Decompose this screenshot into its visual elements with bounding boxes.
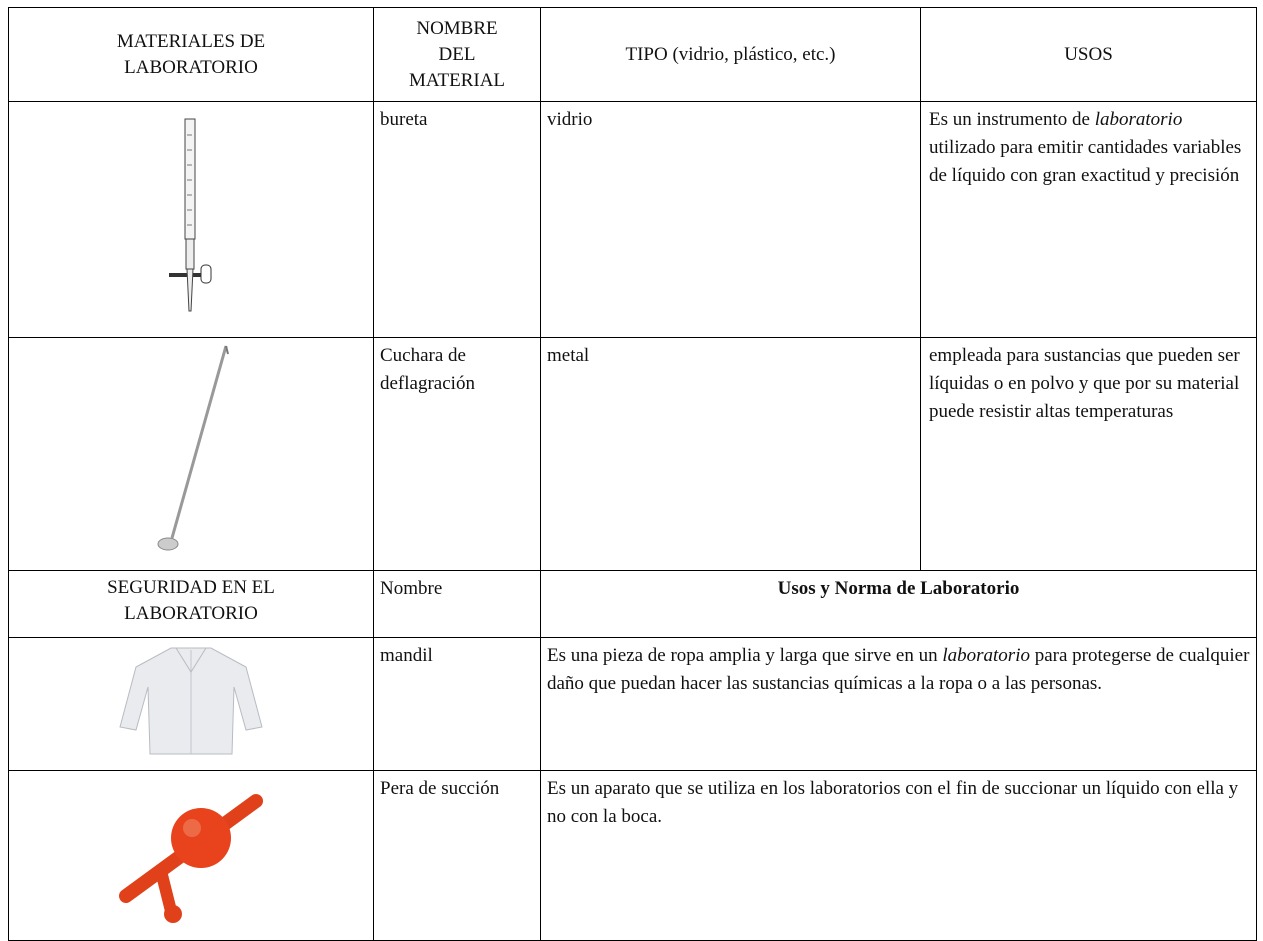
- uses-cell: empleada para sustancias que pueden ser …: [920, 337, 1257, 571]
- header-text: USOS: [1064, 43, 1113, 65]
- header-cell: MATERIALES DE LABORATORIO: [8, 7, 374, 102]
- name-cell: Pera de succión: [373, 770, 541, 941]
- uses-header: Usos y Norma de Laboratorio: [540, 570, 1257, 638]
- bulb-icon: [119, 794, 263, 923]
- image-cell: [8, 101, 374, 338]
- uses-cell: Es un aparato que se utiliza en los labo…: [540, 770, 1257, 941]
- section-title: SEGURIDAD EN EL LABORATORIO: [8, 570, 374, 638]
- name-cell: mandil: [373, 637, 541, 771]
- section-text: SEGURIDAD EN EL LABORATORIO: [107, 577, 275, 624]
- section-row: SEGURIDAD EN EL LABORATORIO Nombre Usos …: [8, 570, 1257, 638]
- material-row: bureta vidrio Es un instrumento de labor…: [8, 101, 1257, 338]
- safety-row: mandil Es una pieza de ropa amplia y lar…: [8, 637, 1257, 771]
- header-cell: USOS: [920, 7, 1257, 102]
- header-cell: NOMBRE DEL MATERIAL: [373, 7, 541, 102]
- name-cell: Cuchara de deflagración: [373, 337, 541, 571]
- type-cell: vidrio: [540, 101, 921, 338]
- header-text: TIPO (vidrio, plástico, etc.): [625, 43, 836, 65]
- header-text: MATERIALES DE LABORATORIO: [116, 30, 266, 78]
- uses-text: para protegerse de cualquier daño que pu…: [547, 645, 1250, 694]
- uses-text: Es una pieza de ropa amplia y larga que …: [547, 645, 938, 666]
- coat-icon: [119, 647, 263, 755]
- name-header: Nombre: [373, 570, 541, 638]
- type-cell: metal: [540, 337, 921, 571]
- image-cell: [8, 637, 374, 771]
- uses-cell: Es una pieza de ropa amplia y larga que …: [540, 637, 1257, 771]
- image-cell: [8, 770, 374, 941]
- uses-text: Es un instrumento de: [929, 109, 1090, 130]
- header-row: MATERIALES DE LABORATORIO NOMBRE DEL MAT…: [8, 7, 1257, 102]
- header-cell: TIPO (vidrio, plástico, etc.): [540, 7, 921, 102]
- spoon-icon: [157, 345, 229, 551]
- uses-italic: laboratorio: [942, 645, 1030, 666]
- uses-text: utilizado para emitir cantidades variabl…: [929, 137, 1242, 186]
- name-cell: bureta: [373, 101, 541, 338]
- safety-row: Pera de succión Es un aparato que se uti…: [8, 770, 1257, 941]
- image-cell: [8, 337, 374, 571]
- uses-cell: Es un instrumento de laboratorio utiliza…: [920, 101, 1257, 338]
- header-text: NOMBRE DEL MATERIAL: [408, 17, 506, 91]
- bureta-icon: [169, 118, 212, 312]
- uses-italic: laboratorio: [1094, 109, 1183, 130]
- material-row: Cuchara de deflagración metal empleada p…: [8, 337, 1257, 571]
- lab-table: MATERIALES DE LABORATORIO NOMBRE DEL MAT…: [8, 7, 1257, 941]
